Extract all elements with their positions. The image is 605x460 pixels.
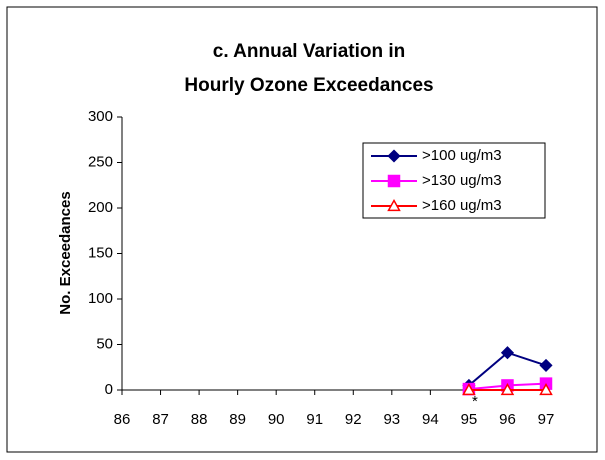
data-point xyxy=(500,382,515,396)
y-tick-label: 200 xyxy=(88,199,113,216)
chart-title: c. Annual Variation in xyxy=(213,41,406,62)
data-point xyxy=(500,346,515,360)
legend-marker xyxy=(387,174,401,188)
legend-marker xyxy=(387,149,401,163)
x-tick-label: 94 xyxy=(422,411,439,428)
x-tick-label: 97 xyxy=(538,411,555,428)
chart-title: Hourly Ozone Exceedances xyxy=(184,75,433,96)
annotation: * xyxy=(472,393,478,410)
data-point xyxy=(539,382,553,396)
y-tick-label: 150 xyxy=(88,244,113,261)
legend-label: >160 ug/m3 xyxy=(422,197,502,214)
y-tick-label: 100 xyxy=(88,290,113,307)
x-tick-label: 93 xyxy=(383,411,400,428)
x-tick-label: 96 xyxy=(499,411,516,428)
data-point xyxy=(462,382,476,396)
x-tick-label: 91 xyxy=(306,411,323,428)
y-axis-label: No. Exceedances xyxy=(57,191,74,314)
legend-label: >130 ug/m3 xyxy=(422,172,502,189)
x-tick-label: 95 xyxy=(461,411,478,428)
y-tick-label: 300 xyxy=(88,108,113,125)
x-tick-label: 87 xyxy=(152,411,169,428)
x-tick-label: 88 xyxy=(191,411,208,428)
legend-marker xyxy=(387,198,401,212)
y-tick-label: 0 xyxy=(105,381,113,398)
x-tick-label: 92 xyxy=(345,411,362,428)
x-tick-label: 89 xyxy=(229,411,246,428)
data-point xyxy=(539,358,553,372)
chart-frame xyxy=(6,6,598,453)
y-tick-label: 50 xyxy=(96,335,113,352)
x-tick-label: 86 xyxy=(114,411,131,428)
legend-label: >100 ug/m3 xyxy=(422,147,502,164)
y-tick-label: 250 xyxy=(88,153,113,170)
x-tick-label: 90 xyxy=(268,411,285,428)
